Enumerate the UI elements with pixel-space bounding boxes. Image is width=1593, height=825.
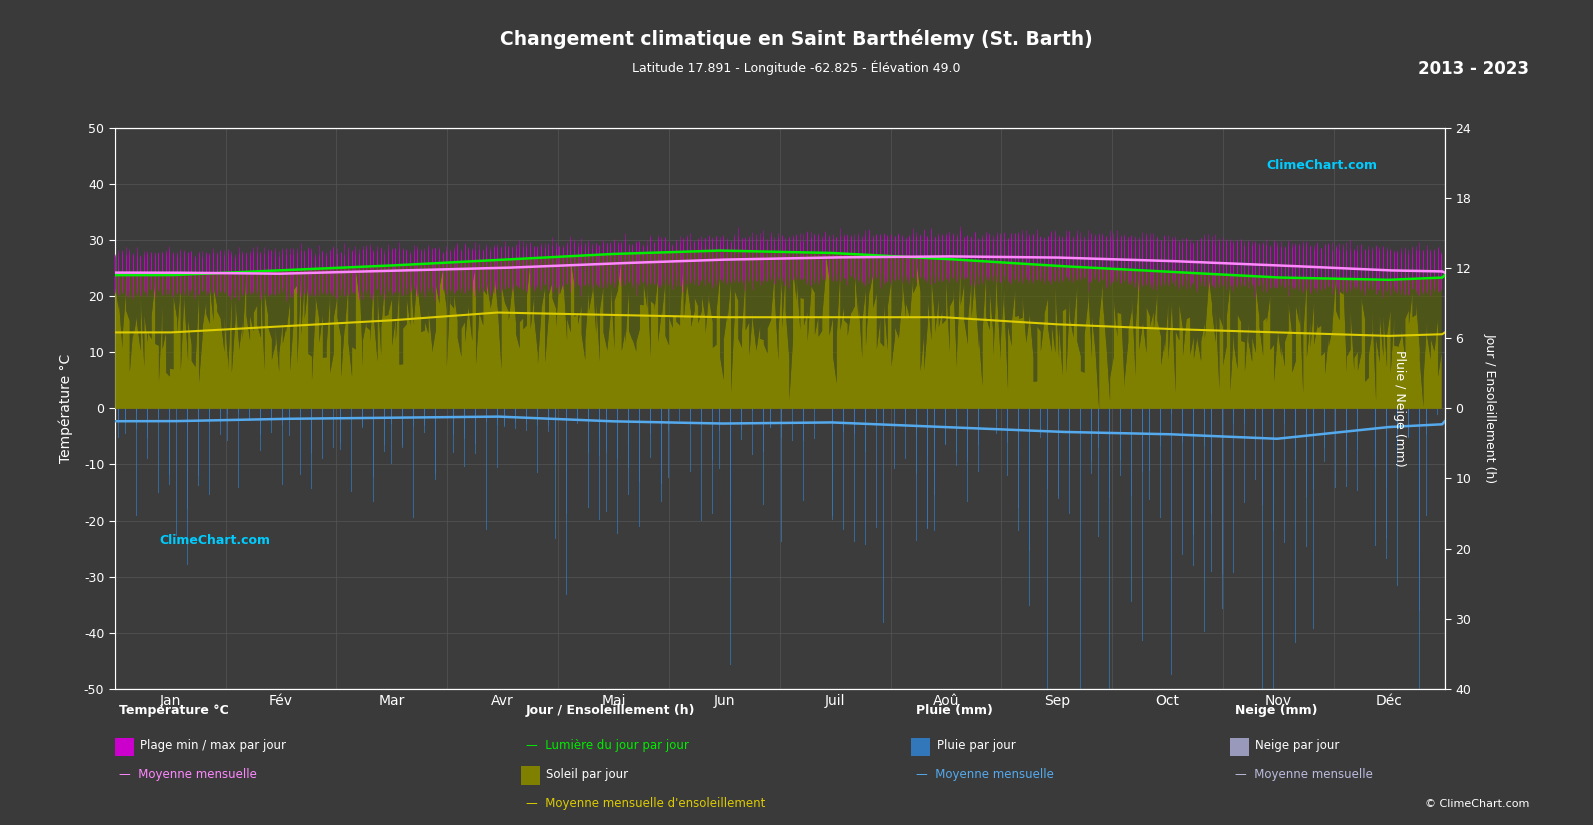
Text: ClimeChart.com: ClimeChart.com bbox=[159, 535, 271, 548]
Text: Changement climatique en Saint Barthélemy (St. Barth): Changement climatique en Saint Barthélem… bbox=[500, 29, 1093, 49]
Text: —  Moyenne mensuelle: — Moyenne mensuelle bbox=[119, 768, 258, 781]
Text: —  Moyenne mensuelle: — Moyenne mensuelle bbox=[916, 768, 1055, 781]
Text: Pluie (mm): Pluie (mm) bbox=[916, 704, 992, 717]
Y-axis label: Jour / Ensoleillement (h)





Pluie / Neige (mm): Jour / Ensoleillement (h) Pluie / Neige … bbox=[1394, 333, 1496, 483]
Text: Température °C: Température °C bbox=[119, 704, 229, 717]
Text: Neige (mm): Neige (mm) bbox=[1235, 704, 1317, 717]
Text: Soleil par jour: Soleil par jour bbox=[546, 768, 629, 781]
Text: Neige par jour: Neige par jour bbox=[1255, 739, 1340, 752]
Text: Latitude 17.891 - Longitude -62.825 - Élévation 49.0: Latitude 17.891 - Longitude -62.825 - Él… bbox=[632, 60, 961, 75]
Y-axis label: Température °C: Température °C bbox=[59, 354, 73, 463]
Text: Pluie par jour: Pluie par jour bbox=[937, 739, 1015, 752]
Text: Jour / Ensoleillement (h): Jour / Ensoleillement (h) bbox=[526, 704, 695, 717]
Text: —  Moyenne mensuelle: — Moyenne mensuelle bbox=[1235, 768, 1373, 781]
Text: 2013 - 2023: 2013 - 2023 bbox=[1418, 60, 1529, 78]
Text: —  Moyenne mensuelle d'ensoleillement: — Moyenne mensuelle d'ensoleillement bbox=[526, 797, 765, 810]
Text: ClimeChart.com: ClimeChart.com bbox=[1266, 159, 1378, 172]
Text: Plage min / max par jour: Plage min / max par jour bbox=[140, 739, 287, 752]
Text: —  Lumière du jour par jour: — Lumière du jour par jour bbox=[526, 739, 688, 752]
Text: © ClimeChart.com: © ClimeChart.com bbox=[1424, 799, 1529, 808]
